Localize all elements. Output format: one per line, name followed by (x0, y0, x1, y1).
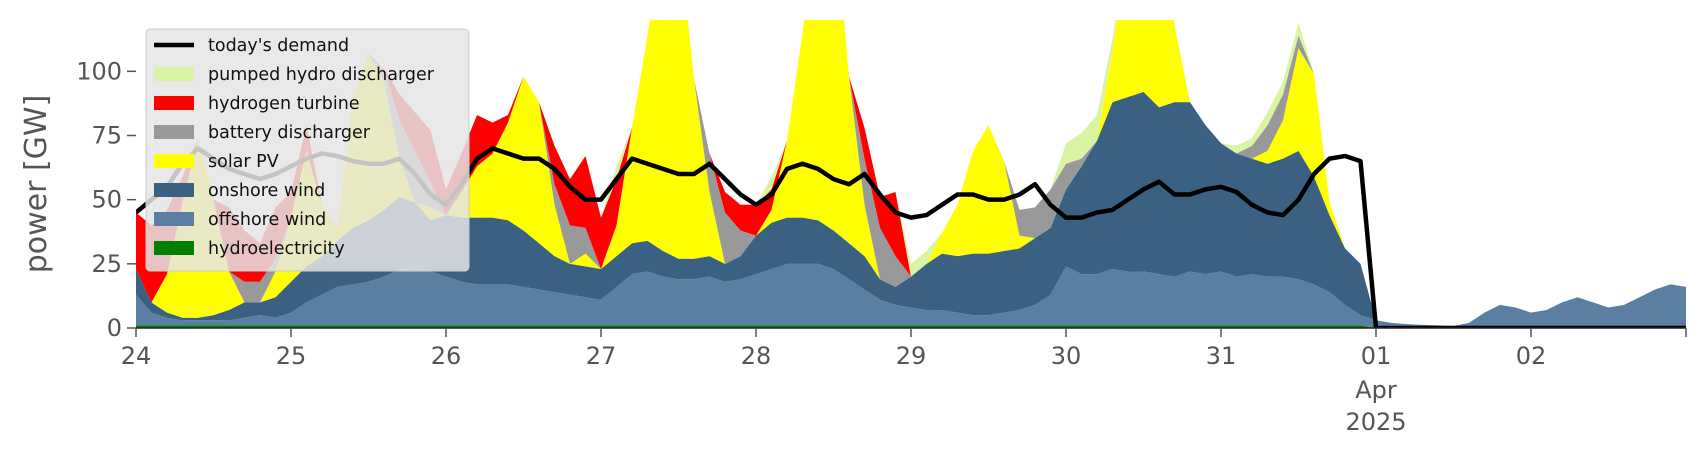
x-tick-label: 28 (741, 342, 772, 370)
x-tick-label: 29 (896, 342, 927, 370)
legend-item: offshore wind (154, 210, 326, 230)
x-tick-label: 24 (121, 342, 152, 370)
legend-swatch-battery-discharger (154, 125, 194, 139)
legend-swatch-offshore-wind (154, 212, 194, 226)
area-solar-pv (136, 20, 1686, 326)
x-tick-label: 26 (431, 342, 462, 370)
legend-swatch-solar-pv (154, 154, 194, 168)
y-tick-label: 100 (76, 57, 122, 85)
y-tick-label: 25 (91, 250, 122, 278)
legend-label-battery-discharger: battery discharger (208, 123, 371, 143)
area-offshore-wind (136, 263, 1686, 328)
legend-item: onshore wind (154, 181, 325, 201)
x-tick-label: 30 (1051, 342, 1082, 370)
area-pumped-hydro-discharger (136, 20, 1686, 326)
legend-label-solar-pv: solar PV (208, 152, 279, 172)
legend-label-onshore-wind: onshore wind (208, 181, 325, 201)
legend-label-pumped-hydro-discharger: pumped hydro discharger (208, 65, 435, 85)
y-tick-label: 0 (107, 314, 122, 342)
legend-label-offshore-wind: offshore wind (208, 210, 326, 230)
y-tick-label: 50 (91, 186, 122, 214)
x-tick-sublabel: 2025 (1345, 408, 1406, 436)
legend-label-hydroelectricity: hydroelectricity (208, 239, 345, 259)
legend-item: today's demand (154, 36, 349, 56)
x-tick-label: 02 (1516, 342, 1547, 370)
legend-swatch-onshore-wind (154, 183, 194, 197)
legend-label-today-s-demand: today's demand (208, 36, 349, 56)
legend-item: hydrogen turbine (154, 94, 360, 114)
legend-box (145, 28, 470, 272)
x-tick-label: 25 (276, 342, 307, 370)
legend-swatch-hydrogen-turbine (154, 96, 194, 110)
legend-item: pumped hydro discharger (154, 65, 435, 85)
legend-label-hydrogen-turbine: hydrogen turbine (208, 94, 360, 114)
legend-item: battery discharger (154, 123, 371, 143)
x-tick-label: 27 (586, 342, 617, 370)
legend-swatch-pumped-hydro-discharger (154, 67, 194, 81)
axes: 0 25 50 75 100 24 25 26 27 28 29 30 31 01 Apr 2025 02 pow… (19, 57, 1687, 436)
y-tick-label: 75 (91, 122, 122, 150)
area-onshore-wind (136, 91, 1686, 326)
x-tick-sublabel: Apr (1355, 376, 1397, 404)
legend-item: hydroelectricity (154, 239, 345, 259)
legend-swatch-hydroelectricity (154, 241, 194, 255)
legend-item: solar PV (154, 152, 279, 172)
x-tick-label: 01 (1361, 342, 1392, 370)
legend: today's demand pumped hydro discharger hyd… (145, 28, 470, 272)
x-tick-label: 31 (1206, 342, 1237, 370)
y-axis-label: power [GW] (19, 95, 54, 274)
